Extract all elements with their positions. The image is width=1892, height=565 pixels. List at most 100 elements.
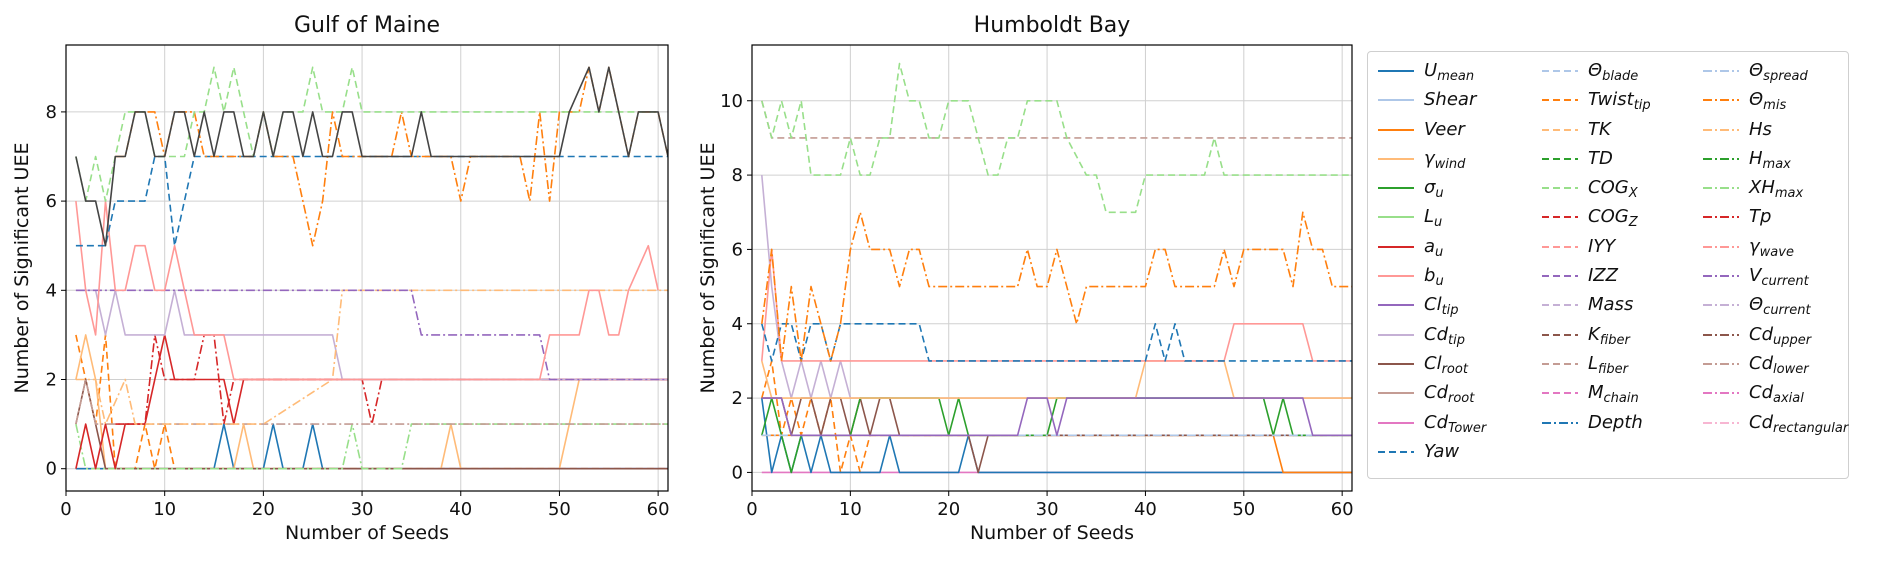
y-tick-label-3: 6 [46,191,57,212]
x-axis-label: Number of Seeds [285,522,449,544]
legend-label-base: Θ [1588,60,1603,81]
legend-label-subscript: spread [1763,69,1808,84]
legend-swatch [1703,392,1739,395]
legend-label: Θblade [1588,59,1638,83]
x-tick-label-3: 30 [351,499,374,520]
y-axis-label: Number of Significant UEE [11,143,33,394]
legend-swatch [1542,157,1578,160]
legend-swatch [1542,275,1578,278]
chart-title: Humboldt Bay [974,13,1131,38]
legend-swatch [1378,216,1414,219]
x-axis-label: Number of Seeds [970,522,1134,544]
legend-swatch [1542,421,1578,424]
legend-label: Cltip [1424,293,1459,317]
legend-label: Θspread [1749,59,1808,83]
legend-label-base: Cd [1424,382,1448,404]
legend-label-base: L [1424,206,1435,228]
legend-label-base: Veer [1424,118,1465,140]
legend-label: Shear [1424,88,1476,112]
plot-frame [65,44,669,492]
legend-swatch [1542,70,1578,72]
plot-frame [751,44,1353,492]
legend-label-base: IYY [1588,235,1616,257]
legend-swatch [1703,245,1739,248]
legend-swatch [1378,333,1414,336]
legend-label: Tp [1749,205,1771,229]
legend-swatch [1378,275,1414,278]
legend-label-subscript: tip [1448,332,1465,348]
legend-label-base: Cd [1749,352,1773,374]
legend-label-base: γ [1749,235,1760,257]
legend-label-base: H [1749,147,1763,169]
legend-label-subscript: current [1763,303,1811,319]
legend-swatch [1378,128,1414,131]
legend-label-base: U [1424,60,1438,81]
legend-label: Θmis [1749,88,1786,112]
legend-label: XHmax [1749,176,1803,200]
legend-label-subscript: rectangular [1773,420,1849,436]
legend-label-subscript: u [1435,244,1444,260]
legend-label: Cdaxial [1749,381,1804,405]
legend: Umean Shear Veer γwind σu Lu au bu Cltip Cdtip Clr… [1367,51,1849,479]
series-line-a_u [75,334,668,470]
legend-label-base: b [1424,265,1436,287]
legend-swatch [1542,187,1578,190]
legend-swatch [1542,304,1578,307]
legend-label-subscript: tip [1441,303,1459,319]
legend-label: Mass [1588,293,1633,317]
legend-label-base: Mass [1588,294,1634,316]
y-tick-label-0: 0 [46,459,57,480]
legend-label-base: M [1588,382,1604,404]
y-tick-label-3: 6 [732,239,743,260]
legend-label: IYY [1588,235,1615,259]
legend-label: TD [1588,147,1613,171]
legend-swatch [1378,304,1414,307]
legend-label-base: V [1749,265,1762,287]
series-line-v_current [75,289,668,381]
legend-label-base: COG [1588,206,1629,228]
legend-label-base: σ [1424,177,1436,199]
legend-label-subscript: wind [1434,156,1466,172]
legend-label: Θcurrent [1749,293,1811,317]
x-tick-label-5: 50 [1232,499,1255,520]
legend-label-base: Twist [1588,89,1634,111]
legend-swatch [1542,333,1578,336]
x-tick-label-2: 20 [252,499,275,520]
legend-label-subscript: wave [1759,244,1794,260]
legend-label: Cdroot [1424,381,1474,405]
legend-label-base: Yaw [1424,440,1460,462]
legend-label-subscript: axial [1773,391,1804,407]
legend-label: Twisttip [1588,88,1651,112]
series-line-theta_mis [761,211,1352,362]
legend-label: au [1424,235,1443,259]
legend-label-base: Θ [1749,60,1764,81]
legend-label-base: Θ [1749,89,1764,111]
x-tick-label-0: 0 [746,499,757,520]
legend-label-base: K [1588,323,1600,345]
legend-swatch [1703,187,1739,190]
legend-swatch [1703,128,1739,131]
legend-swatch [1378,421,1414,424]
x-tick-label-6: 60 [647,499,670,520]
y-tick-label-1: 2 [732,388,743,409]
legend-swatch [1378,245,1414,248]
legend-swatch [1542,99,1578,102]
legend-label: Veer [1424,118,1465,142]
legend-label: Clroot [1424,352,1468,376]
legend-swatch [1378,157,1414,160]
series-line-xh_max [75,423,668,470]
legend-label-subscript: root [1448,391,1475,407]
legend-label-subscript: root [1441,361,1468,377]
x-tick-label-2: 20 [937,499,960,520]
legend-label: Vcurrent [1749,264,1809,288]
legend-label: Umean [1424,59,1474,83]
series-line-cl_tip [761,397,1352,437]
legend-label-base: Depth [1588,411,1643,433]
series-group [761,62,1352,474]
series-group [75,66,668,470]
legend-label: Cdlower [1749,352,1809,376]
legend-label-base: XH [1749,177,1775,199]
y-tick-label-4: 8 [46,102,57,123]
legend-label: Mchain [1588,381,1639,405]
